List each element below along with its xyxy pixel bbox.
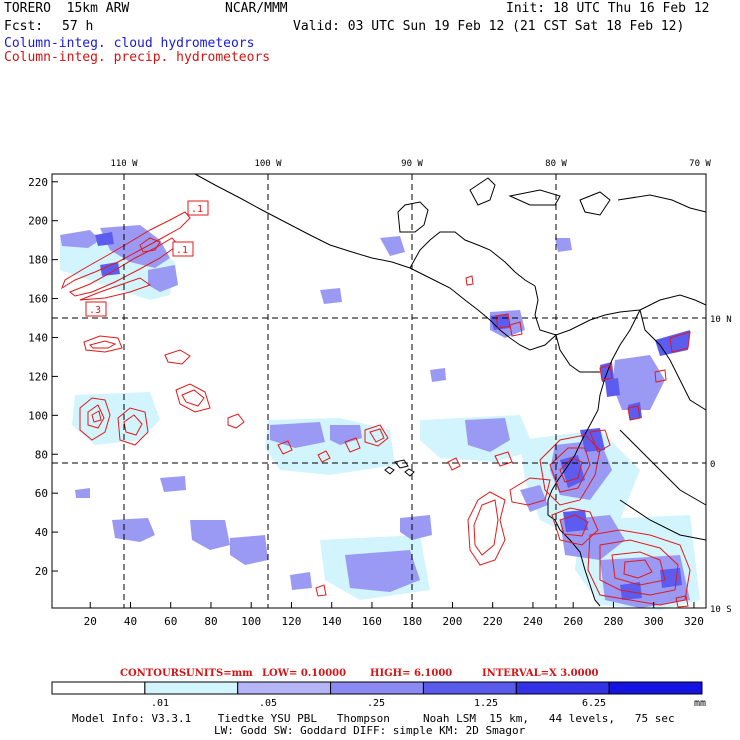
y-tick-label: 60 [35,487,48,500]
y-tick-label: 80 [35,448,48,461]
x-tick-label: 120 [282,615,302,628]
x-tick-label: 280 [603,615,623,628]
interval-label: INTERVAL=X 3.0000 [482,668,599,679]
x-tick-label: 260 [563,615,583,628]
colorbar-segment [422,681,517,695]
x-tick-label: 80 [204,615,217,628]
lat-lon-grid [52,174,706,608]
colorbar-segment [608,681,703,695]
colorbar-label-05: .05 [259,698,277,709]
lon-label-90w: 90 W [401,159,423,169]
contour-label-2: .1 [176,245,188,256]
y-tick-label: 180 [28,254,48,267]
lon-label-80w: 80 W [545,159,567,169]
x-tick-label: 100 [241,615,261,628]
x-tick-label: 240 [523,615,543,628]
units-label: UNITS=mm [186,668,253,679]
colorbar-segment [144,681,239,695]
contours-label: CONTOURS: [120,668,190,679]
map-frame [51,173,707,609]
lat-label-10s: 10 S [710,605,732,615]
colorbar-label-125: 1.25 [474,698,498,709]
lon-label-70w: 70 W [689,159,711,169]
x-tick-label: 180 [402,615,422,628]
colorbar-segment [237,681,332,695]
y-tick-label: 40 [35,526,48,539]
colorbar-label-01: .01 [151,698,169,709]
precip-field-title: Column-integ. precip. hydrometeors [4,50,271,65]
y-tick-label: 120 [28,370,48,383]
lon-label-110w: 110 W [110,159,138,169]
latitude-labels: 10 N 0 10 S [710,315,732,615]
contour-label-group: .1 .1 .3 [85,200,209,317]
colorbar-segment [330,681,424,695]
colorbar-label-25: .25 [367,698,385,709]
color-bar [51,681,703,695]
colorbar-unit: mm [694,698,706,709]
longitude-labels: 110 W 100 W 90 W 80 W 70 W [110,159,711,169]
x-tick-label: 220 [483,615,503,628]
org-label: NCAR/MMM [225,1,288,16]
y-tick-label: 100 [28,409,48,422]
contour-info: CONTOURS: UNITS=mm LOW= 0.10000 HIGH= 6.… [120,668,599,679]
x-tick-label: 40 [124,615,137,628]
axis-tick-labels: 20 40 60 80 100 120 140 160 180 200 220 20 40 60 80 100… [28,176,704,628]
x-tick-label: 200 [443,615,463,628]
x-tick-label: 160 [362,615,382,628]
y-tick-label: 160 [28,293,48,306]
init-time: Init: 18 UTC Thu 16 Feb 12 [506,1,710,16]
x-tick-label: 320 [684,615,704,628]
y-tick-label: 220 [28,176,48,189]
y-tick-label: 20 [35,565,48,578]
model-info-line2: LW: Godd SW: Goddard DIFF: simple KM: 2D… [214,724,526,737]
y-tick-label: 200 [28,215,48,228]
forecast-hour: 57 h [62,19,94,34]
x-tick-label: 140 [322,615,342,628]
x-tick-label: 20 [84,615,97,628]
low-label: LOW= 0.10000 [262,668,346,679]
contour-label-1: .1 [191,204,203,215]
model-title: TORERO 15km ARW [4,1,130,16]
valid-time: Valid: 03 UTC Sun 19 Feb 12 (21 CST Sat … [293,19,685,34]
coastline [194,173,707,607]
lat-label-10n: 10 N [710,315,732,325]
contour-label-3: .3 [89,305,101,316]
color-bar-labels: .01 .05 .25 1.25 6.25 mm [151,698,706,709]
high-label: HIGH= 6.1000 [370,668,452,679]
x-tick-label: 300 [644,615,664,628]
colorbar-segment [515,681,610,695]
forecast-label: Fcst: [4,19,44,34]
cloud-field-title: Column-integ. cloud hydrometeors [4,36,255,51]
colorbar-segment [51,681,146,695]
x-tick-label: 60 [164,615,177,628]
colorbar-label-625: 6.25 [582,698,606,709]
y-tick-label: 140 [28,331,48,344]
cloud-hydrometeor-shading [60,225,700,610]
axis-ticks [52,181,695,608]
model-info-line1: Model Info: V3.3.1 Tiedtke YSU PBL Thomp… [72,712,675,725]
lon-label-100w: 100 W [254,159,282,169]
lat-label-0: 0 [710,460,715,470]
